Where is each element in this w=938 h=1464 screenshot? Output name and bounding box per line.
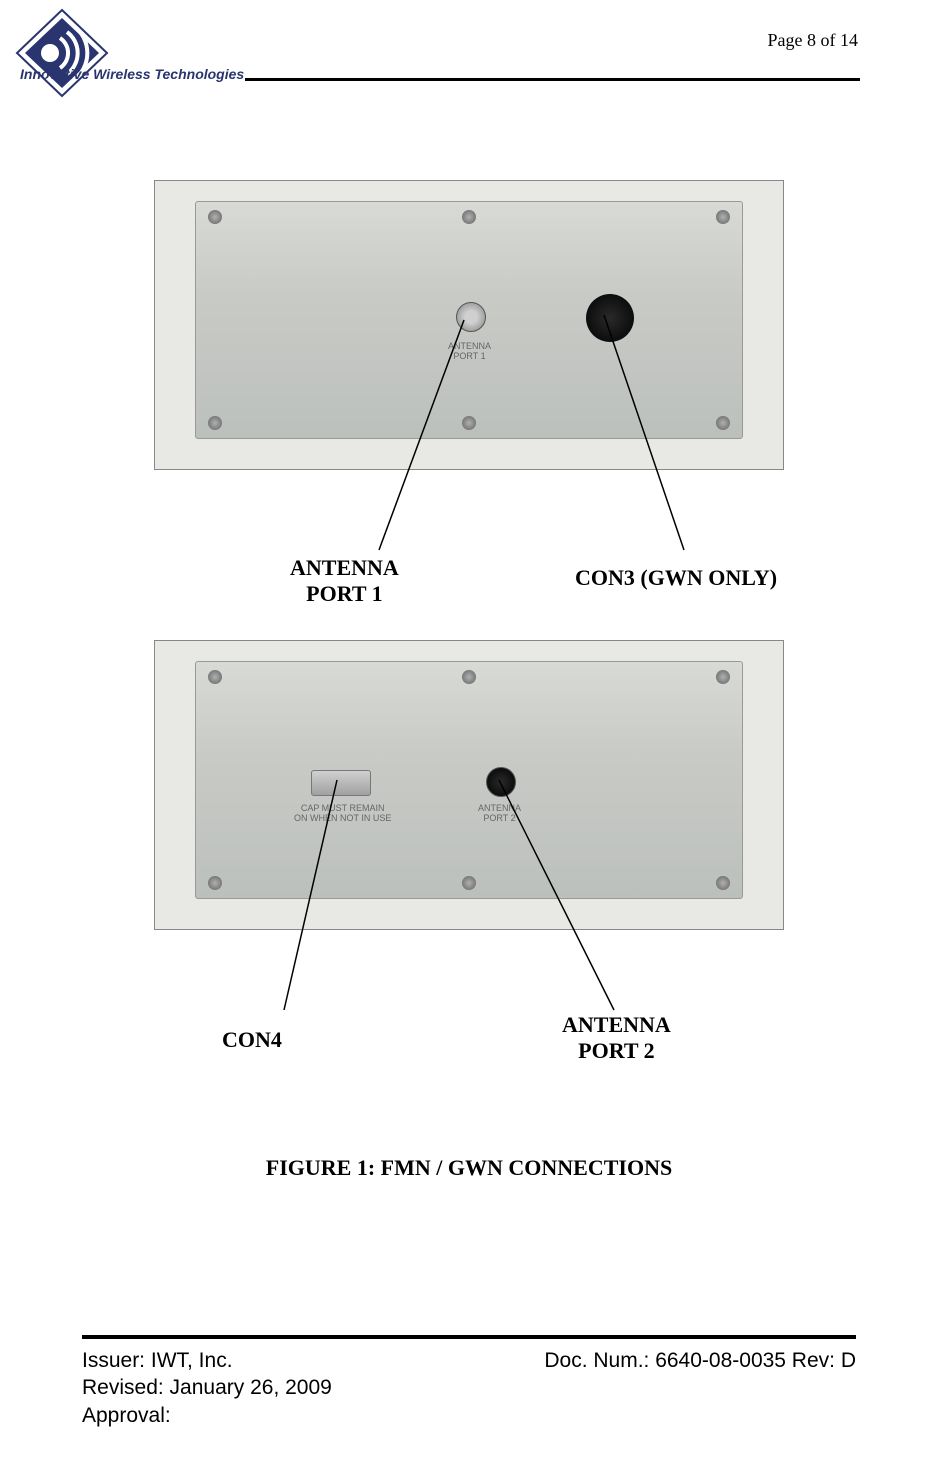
callout-line <box>154 180 784 630</box>
callout-antenna-port-1: ANTENNA PORT 1 <box>290 555 399 608</box>
footer-revised: Revised: January 26, 2009 <box>82 1374 332 1401</box>
figure-title: FIGURE 1: FMN / GWN CONNECTIONS <box>0 1155 938 1181</box>
page-footer: Issuer: IWT, Inc. Revised: January 26, 2… <box>82 1335 856 1429</box>
page-number: Page 8 of 14 <box>768 30 858 51</box>
logo-icon <box>15 8 110 98</box>
page-header: Innovative Wireless Technologies Page 8 … <box>0 0 938 105</box>
callout-line <box>154 640 784 1090</box>
footer-rule <box>82 1335 856 1339</box>
footer-approval: Approval: <box>82 1402 332 1429</box>
callout-con4: CON4 <box>222 1027 282 1053</box>
logo-text: Innovative Wireless Technologies <box>20 66 244 82</box>
callout-con3: CON3 (GWN ONLY) <box>575 565 777 591</box>
company-logo: Innovative Wireless Technologies <box>15 8 110 98</box>
callout-antenna-port-2: ANTENNA PORT 2 <box>562 1012 671 1065</box>
footer-docnum: Doc. Num.: 6640-08-0035 Rev: D <box>544 1347 856 1374</box>
footer-issuer: Issuer: IWT, Inc. <box>82 1347 332 1374</box>
figure-container: ANTENNA PORT 1 ANTENNA PORT 1 CON3 (GWN … <box>0 180 938 930</box>
footer-right: Doc. Num.: 6640-08-0035 Rev: D <box>544 1347 856 1429</box>
footer-content: Issuer: IWT, Inc. Revised: January 26, 2… <box>82 1347 856 1429</box>
footer-left: Issuer: IWT, Inc. Revised: January 26, 2… <box>82 1347 332 1429</box>
header-rule <box>245 78 860 81</box>
